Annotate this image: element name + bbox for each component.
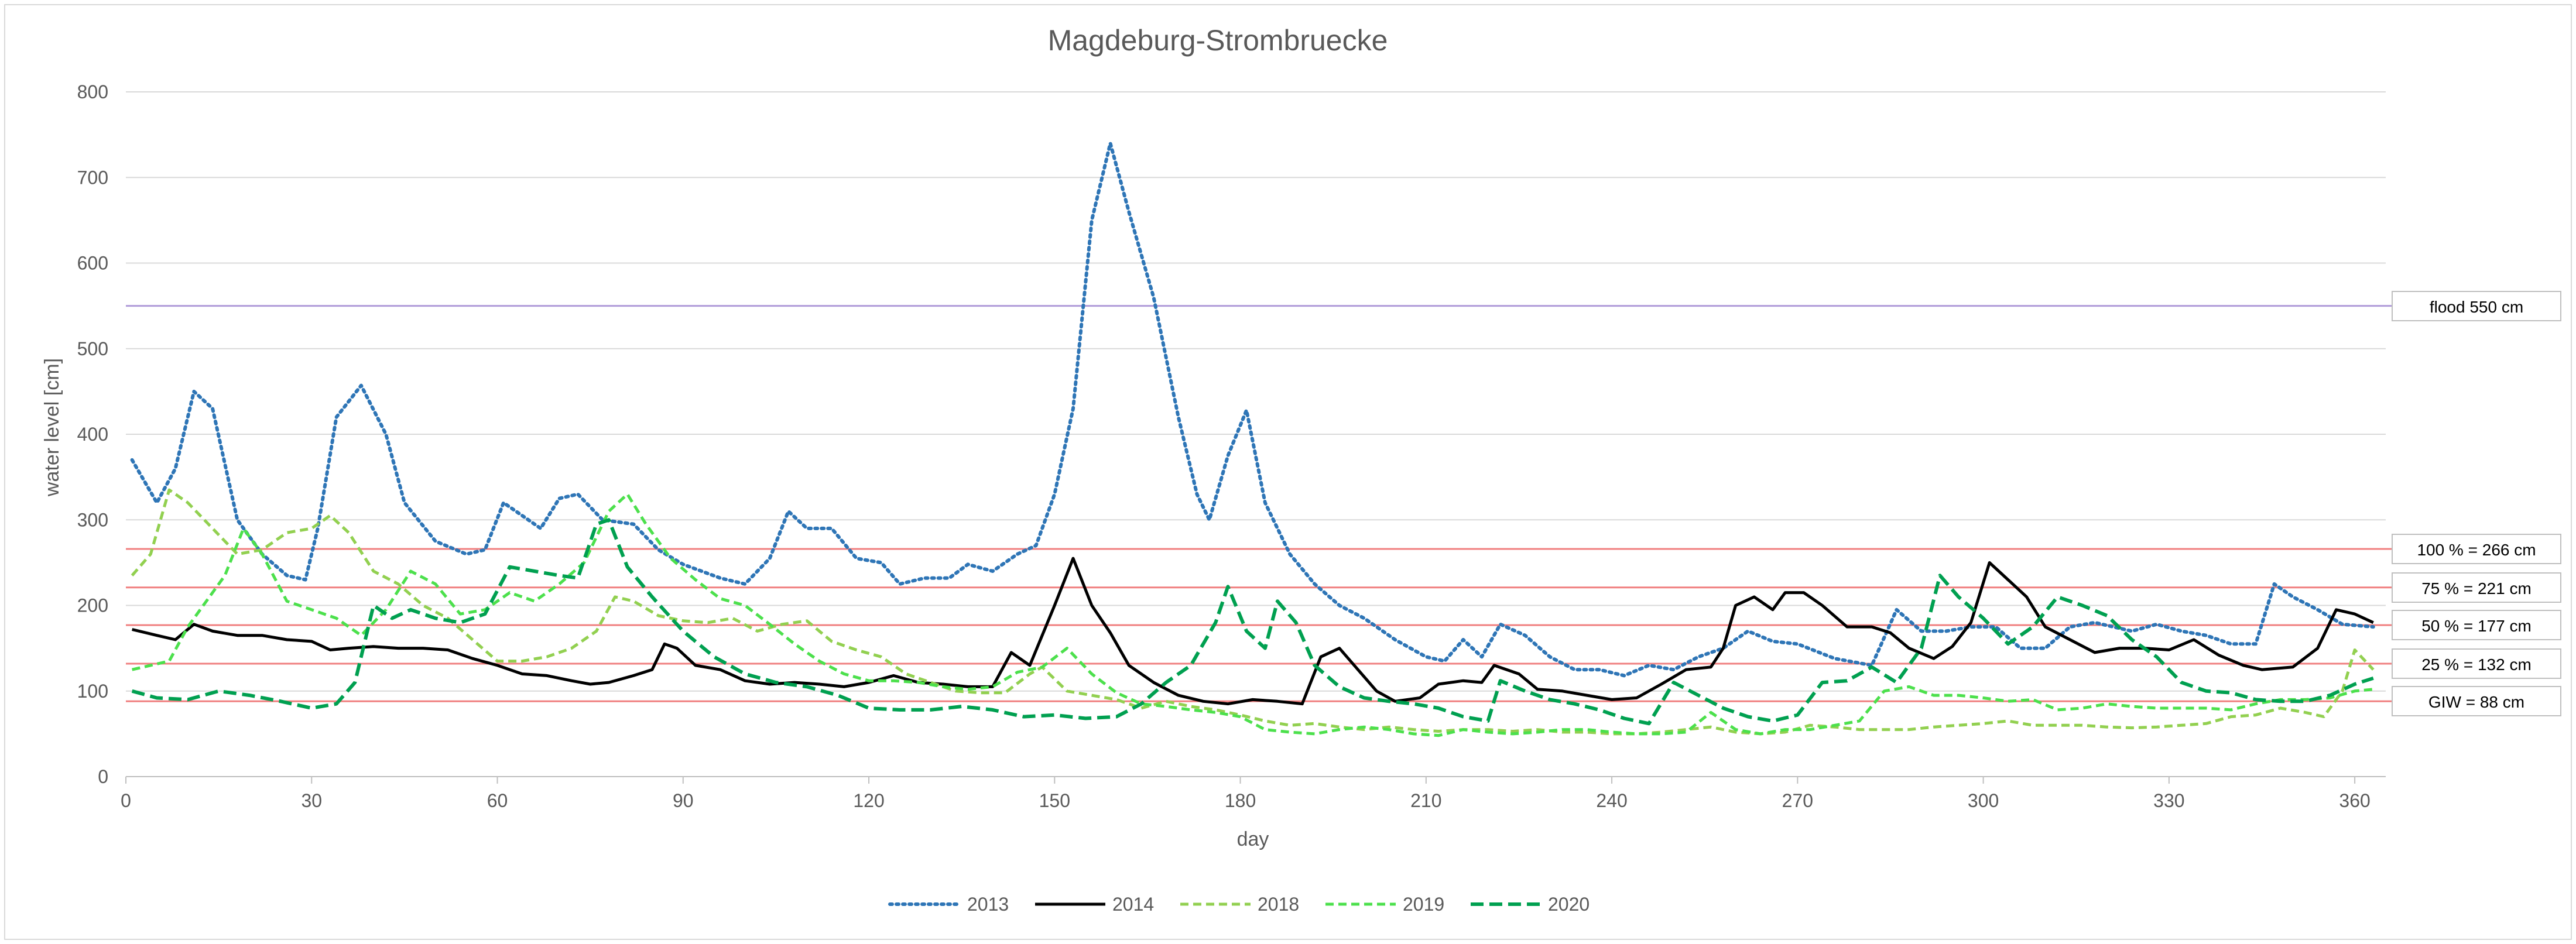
x-tick-label: 360 [2339, 790, 2370, 811]
x-tick-label: 300 [1968, 790, 1999, 811]
reference-label: 75 % = 221 cm [2392, 572, 2561, 603]
legend-label: 2018 [1258, 894, 1299, 915]
y-tick-label: 600 [77, 253, 108, 274]
series-line-2014 [132, 557, 2374, 706]
x-tick-label: 60 [487, 790, 508, 811]
series-line-2013 [130, 141, 2375, 678]
reference-label: flood 550 cm [2392, 290, 2561, 321]
x-tick-label: 120 [853, 790, 884, 811]
x-tick-labels: 0 30 60 90 120 150 180 210 240 270 300 330 360 [121, 777, 2371, 811]
x-tick-label: 330 [2153, 790, 2184, 811]
series-line-2020 [131, 518, 2374, 726]
reference-label: GIW = 88 cm [2392, 686, 2561, 717]
y-tick-label: 0 [98, 766, 108, 787]
x-tick-label: 240 [1596, 790, 1627, 811]
reference-label: 50 % = 177 cm [2392, 610, 2561, 641]
y-tick-label: 800 [77, 81, 108, 102]
reference-label: 25 % = 132 cm [2392, 648, 2561, 679]
x-tick-label: 150 [1039, 790, 1070, 811]
x-tick-label: 0 [121, 790, 131, 811]
x-tick-label: 180 [1225, 790, 1256, 811]
y-tick-label: 400 [77, 424, 108, 445]
x-tick-label: 270 [1782, 790, 1813, 811]
y-tick-label: 500 [77, 338, 108, 359]
legend-label: 2019 [1403, 894, 1444, 915]
y-tick-label: 200 [77, 595, 108, 616]
legend-label: 2014 [1112, 894, 1154, 915]
x-tick-label: 210 [1410, 790, 1441, 811]
gridlines [126, 91, 2386, 692]
reference-label: 100 % = 266 cm [2392, 533, 2561, 564]
x-tick-label: 30 [301, 790, 322, 811]
series-line-2018 [131, 488, 2375, 736]
y-tick-label: 300 [77, 509, 108, 530]
legend-label: 2013 [967, 894, 1009, 915]
chart-border [4, 4, 2572, 940]
x-axis-label: day [1237, 828, 1269, 850]
chart-title: Magdeburg-Strombruecke [1048, 24, 1388, 57]
x-tick-label: 90 [673, 790, 694, 811]
legend: 2013 2014 2018 2019 2020 [888, 894, 1590, 915]
y-tick-label: 700 [77, 167, 108, 188]
series-lines [130, 141, 2375, 737]
legend-label: 2020 [1548, 894, 1590, 915]
y-axis-label: water level [cm] [41, 358, 63, 497]
y-tick-label: 100 [77, 681, 108, 702]
y-tick-labels: 0 100 200 300 400 500 600 700 800 [77, 81, 108, 787]
series-line-2019 [132, 492, 2374, 737]
